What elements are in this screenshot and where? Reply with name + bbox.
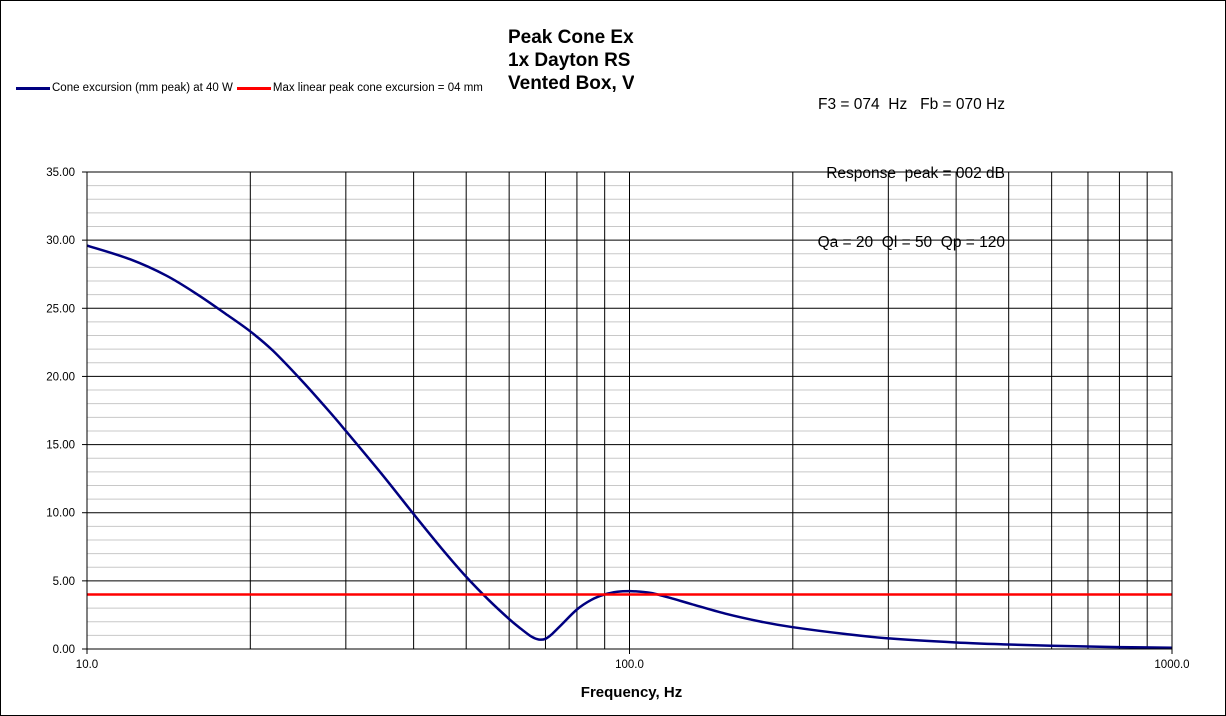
title-line-3: Vented Box, V: [508, 73, 634, 94]
y-tick-label: 10.00: [46, 508, 75, 520]
y-tick-label: 0.00: [53, 644, 75, 656]
x-axis-title: Frequency, Hz: [581, 684, 682, 701]
legend-item-excursion: Cone excursion (mm peak) at 40 W: [16, 82, 233, 94]
title-line-1: Peak Cone Excursion: [508, 27, 634, 48]
param-line-2: Response peak = 002 dB: [826, 165, 1005, 182]
parameter-block: F3 = 074 Hz Fb = 070 Hz Response peak = …: [818, 47, 1005, 277]
series-line-cone-excursion: [86, 244, 1173, 650]
y-tick-label: 35.00: [46, 167, 75, 179]
x-tick-label: 1000.0: [1154, 659, 1189, 671]
legend-swatch-max-linear: [236, 86, 271, 90]
x-tick-label: 10.0: [76, 659, 98, 671]
title-line-2: 1x Dayton RS: [508, 50, 631, 71]
x-tick-label: 100.0: [615, 659, 644, 671]
param-line-3: Qa = 20 Ql = 50 Qp = 120: [817, 234, 1005, 251]
y-tick-label: 20.00: [46, 371, 75, 383]
legend-swatch-excursion: [16, 86, 50, 90]
y-tick-label: 30.00: [46, 235, 75, 247]
legend: Cone excursion (mm peak) at 40 W Max lin…: [16, 82, 487, 94]
y-tick-label: 5.00: [53, 576, 75, 588]
legend-label-max-linear: Max linear peak cone excursion = 04 mm: [272, 82, 483, 94]
chart-title: Peak Cone Excursion 1x Dayton RS Vented …: [508, 26, 634, 95]
legend-label-excursion: Cone excursion (mm peak) at 40 W: [52, 82, 233, 94]
param-line-1: F3 = 074 Hz Fb = 070 Hz: [818, 96, 1005, 113]
y-tick-label: 15.00: [46, 440, 75, 452]
legend-item-max-linear: Max linear peak cone excursion = 04 mm: [236, 82, 483, 94]
y-tick-label: 25.00: [46, 303, 75, 315]
